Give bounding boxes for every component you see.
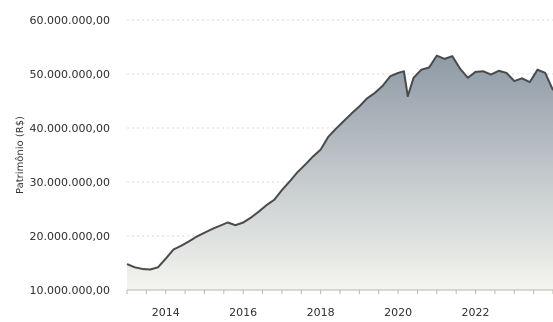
- area-series: [127, 55, 553, 290]
- x-tick-label: 2018: [307, 306, 335, 319]
- y-tick-label: 60.000.000,00: [30, 14, 110, 27]
- y-tick-labels: 10.000.000,00 20.000.000,00 30.000.000,00 4…: [30, 14, 110, 297]
- y-tick-label: 40.000.000,00: [30, 122, 110, 135]
- x-tick-label: 2016: [229, 306, 257, 319]
- y-tick-label: 50.000.000,00: [30, 68, 110, 81]
- y-tick-label: 30.000.000,00: [30, 176, 110, 189]
- x-axis: [126, 289, 553, 294]
- x-tick-label: 2022: [462, 306, 490, 319]
- x-tick-label: 2014: [152, 306, 180, 319]
- series-line-path: [126, 54, 553, 271]
- x-tick-labels: 2014 2016 2018 2020 2022: [152, 306, 490, 319]
- y-axis-title: Patrimônio (R$): [14, 116, 26, 194]
- y-tick-label: 20.000.000,00: [30, 230, 110, 243]
- y-tick-label: 10.000.000,00: [30, 284, 110, 297]
- x-tick-label: 2020: [384, 306, 412, 319]
- series-line: [126, 54, 553, 271]
- area-fill: [127, 55, 553, 290]
